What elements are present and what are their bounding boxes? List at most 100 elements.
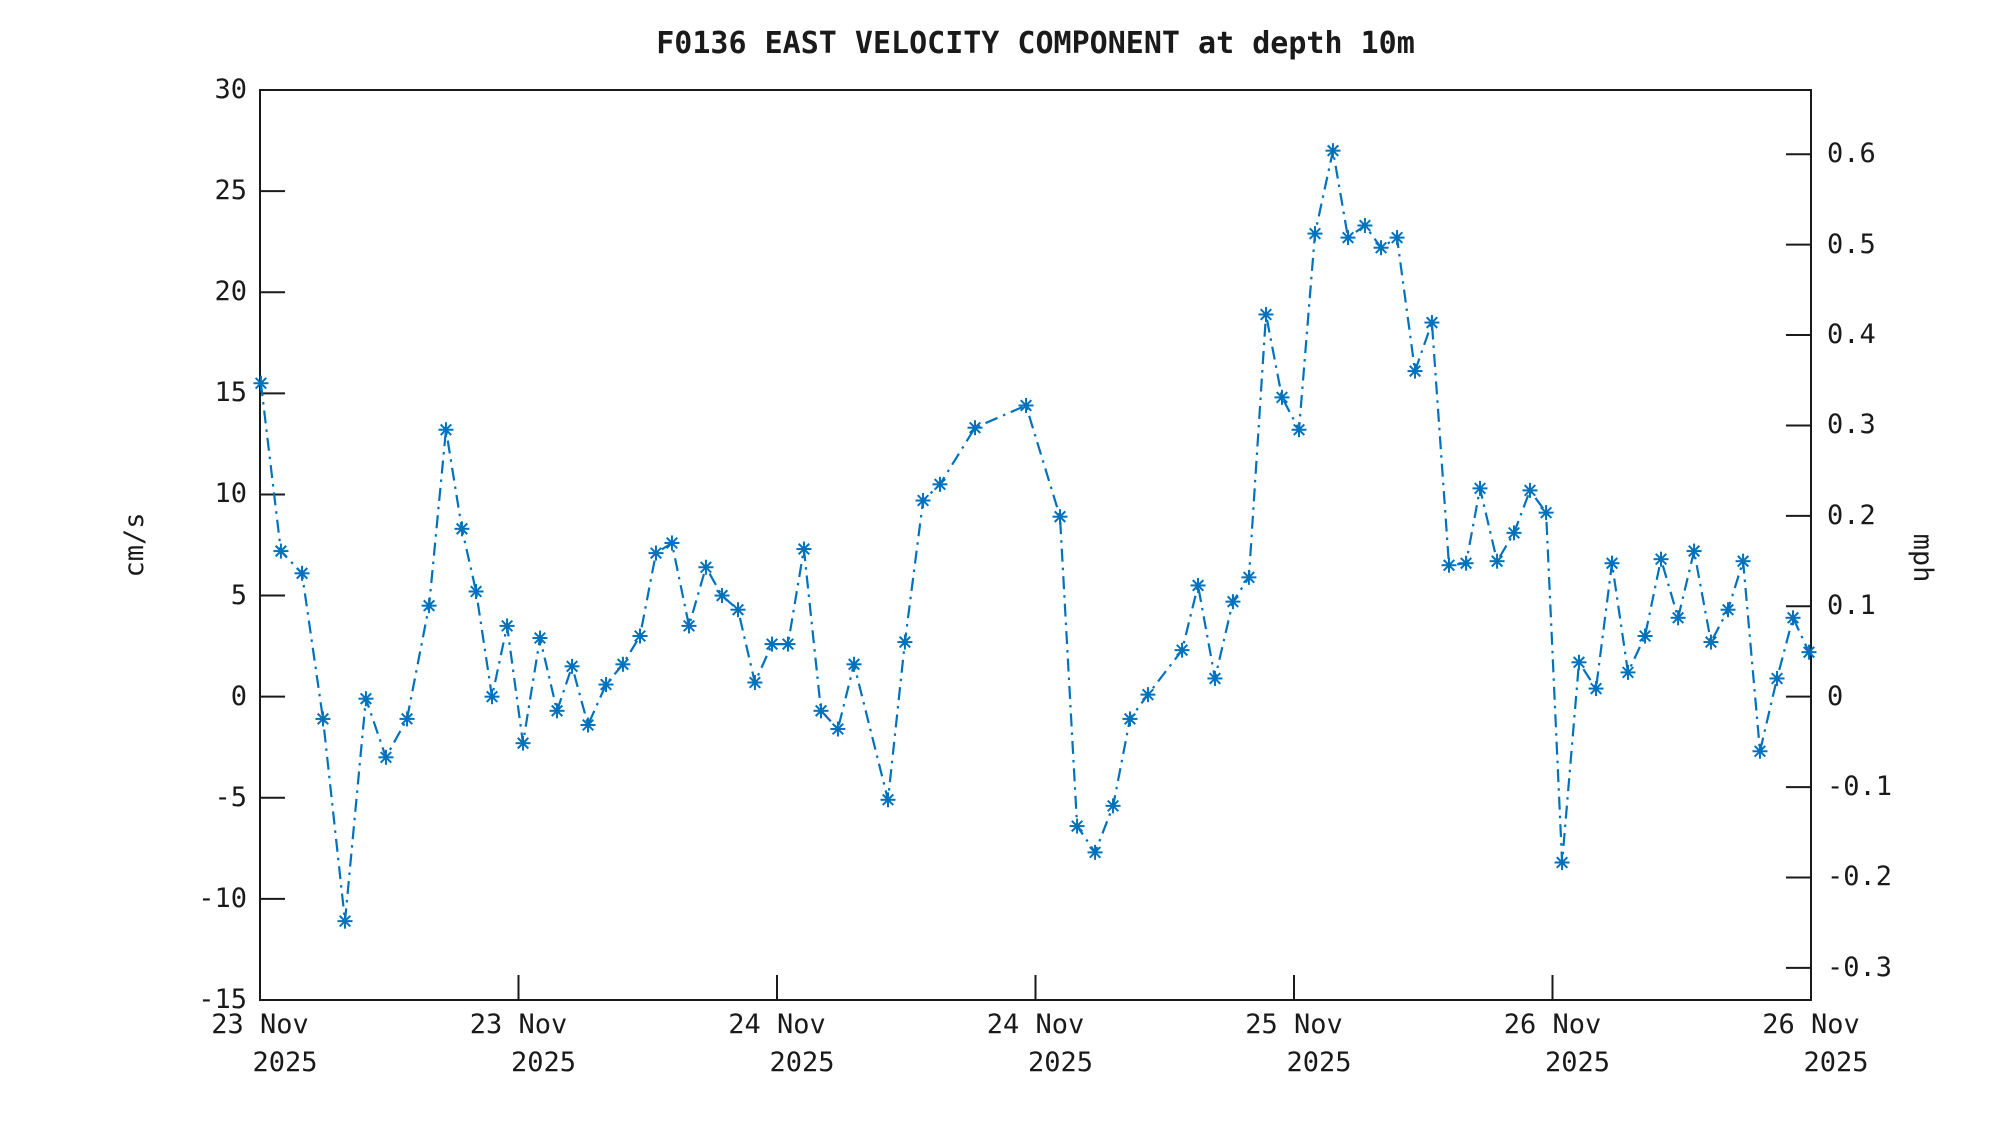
marker-stroke (1208, 672, 1221, 685)
data-point-marker (1258, 306, 1274, 322)
marker-stroke (933, 478, 946, 491)
left-ytick-label: -10 (198, 882, 247, 914)
marker-stroke (1308, 227, 1322, 240)
marker-stroke (470, 585, 483, 598)
right-ytick-label: 0.5 (1827, 228, 1876, 260)
marker-stroke (682, 619, 696, 632)
marker-stroke (1442, 559, 1456, 572)
marker-stroke (1425, 316, 1438, 329)
marker-stroke (1326, 144, 1339, 157)
xtick-year-label: 2025 (1286, 1047, 1352, 1078)
data-point-marker (1441, 557, 1457, 573)
data-point-marker (1174, 642, 1190, 658)
marker-stroke (1737, 555, 1750, 568)
marker-stroke (359, 692, 372, 705)
marker-stroke (848, 658, 861, 671)
data-point-marker (1291, 422, 1307, 438)
data-point-marker (468, 584, 484, 600)
data-point-marker (698, 559, 714, 575)
marker-stroke (1226, 595, 1239, 608)
left-ytick-label: 25 (214, 175, 247, 207)
left-ytick-label: -15 (198, 984, 247, 1015)
marker-stroke (566, 660, 579, 673)
marker-stroke (1192, 579, 1205, 592)
data-point-marker (1087, 844, 1103, 860)
data-point-marker (1069, 818, 1085, 834)
marker-stroke (1460, 557, 1473, 570)
data-point-marker (846, 656, 862, 672)
marker-stroke (533, 632, 546, 645)
data-point-marker (1052, 509, 1068, 525)
data-point-marker (1554, 854, 1570, 870)
data-point-marker (1538, 505, 1554, 521)
data-point-marker (399, 711, 415, 727)
left-ytick-label: 15 (214, 377, 247, 409)
marker-stroke (254, 377, 267, 390)
data-point-marker (830, 721, 846, 737)
right-ytick-label: -0.1 (1827, 771, 1893, 803)
left-ytick-label: 5 (230, 579, 247, 611)
data-point-marker (378, 749, 394, 765)
marker-stroke (699, 561, 712, 574)
marker-stroke (814, 704, 828, 717)
data-point-marker (484, 689, 500, 705)
data-point-marker (421, 598, 437, 614)
marker-stroke (1141, 688, 1154, 701)
marker-stroke (616, 658, 629, 671)
marker-stroke (1176, 644, 1189, 657)
left-ytick-label: 10 (214, 478, 247, 510)
marker-stroke (338, 915, 352, 928)
marker-stroke (1704, 636, 1717, 649)
right-ytick-label: 0.2 (1827, 499, 1876, 531)
data-point-marker (1735, 553, 1751, 569)
marker-stroke (765, 638, 778, 651)
marker-stroke (732, 603, 745, 616)
marker-stroke (898, 636, 911, 649)
data-point-marker (813, 703, 829, 719)
marker-stroke (1053, 510, 1067, 523)
xtick-year-label: 2025 (769, 1047, 835, 1078)
marker-stroke (881, 793, 895, 806)
data-point-marker (1752, 743, 1768, 759)
right-ytick-label: 0.3 (1827, 409, 1876, 441)
data-point-marker (1604, 555, 1620, 571)
marker-stroke (1802, 646, 1815, 659)
data-point-marker (315, 711, 331, 727)
marker-stroke (649, 547, 662, 560)
marker-stroke (1672, 611, 1685, 624)
data-point-marker (1472, 480, 1488, 496)
data-point-marker (1241, 569, 1257, 585)
left-ytick-label: 20 (214, 276, 247, 308)
data-point-marker (1407, 363, 1423, 379)
data-point-marker (1653, 551, 1669, 567)
marker-stroke (781, 638, 794, 651)
data-point-marker (730, 602, 746, 618)
velocity-line (259, 150, 1810, 922)
marker-stroke (1786, 611, 1800, 624)
marker-stroke (1342, 231, 1355, 244)
data-point-marker (1801, 644, 1817, 660)
marker-stroke (1275, 391, 1288, 404)
marker-stroke (1491, 555, 1504, 568)
data-point-marker (714, 588, 730, 604)
data-point-marker (1389, 230, 1405, 246)
data-point-marker (1785, 610, 1801, 626)
data-point-marker (294, 565, 310, 581)
data-point-marker (915, 493, 931, 509)
marker-stroke (1293, 423, 1306, 436)
marker-stroke (1722, 603, 1735, 616)
marker-stroke (969, 421, 982, 434)
data-point-marker (358, 691, 374, 707)
data-point-marker (681, 618, 697, 634)
marker-stroke (1089, 846, 1102, 859)
marker-stroke (486, 690, 499, 703)
data-point-marker (1458, 555, 1474, 571)
data-point-marker (1207, 670, 1223, 686)
data-point-marker (880, 792, 896, 808)
data-point-marker (932, 476, 948, 492)
data-point-marker (796, 541, 812, 557)
data-point-marker (1588, 681, 1604, 697)
axes-box (259, 89, 1812, 1001)
